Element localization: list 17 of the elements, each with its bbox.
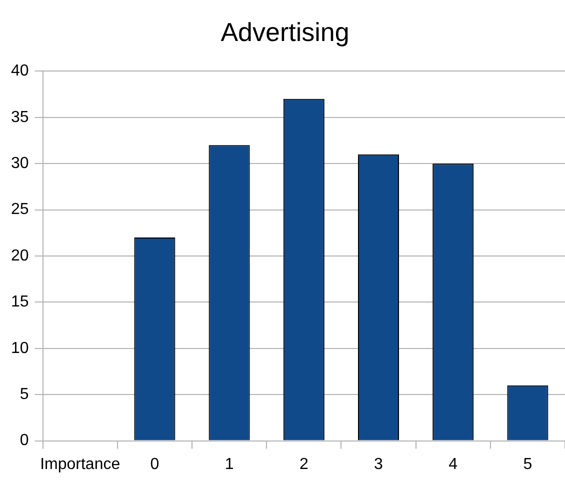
x-tick-label: 4 — [448, 456, 458, 473]
y-tick-label: 10 — [11, 340, 29, 357]
y-tick-label: 0 — [20, 432, 29, 450]
y-tick-label: 40 — [11, 62, 29, 80]
chart-title: Advertising — [220, 16, 350, 47]
y-tick-label: 35 — [11, 108, 29, 126]
x-tick-label: 2 — [299, 456, 308, 473]
y-tick-label: 15 — [11, 294, 29, 311]
x-tick-label: 5 — [523, 456, 532, 473]
x-tick-label: 1 — [224, 456, 234, 473]
x-tick-label: 0 — [150, 456, 160, 473]
y-tick-label: 5 — [20, 386, 29, 404]
y-tick-label: 30 — [11, 155, 29, 172]
x-tick-label: 3 — [374, 456, 384, 473]
y-tick-label: 25 — [11, 201, 29, 218]
y-tick-label: 20 — [11, 247, 29, 264]
x-tick-label: Importance — [40, 456, 120, 473]
